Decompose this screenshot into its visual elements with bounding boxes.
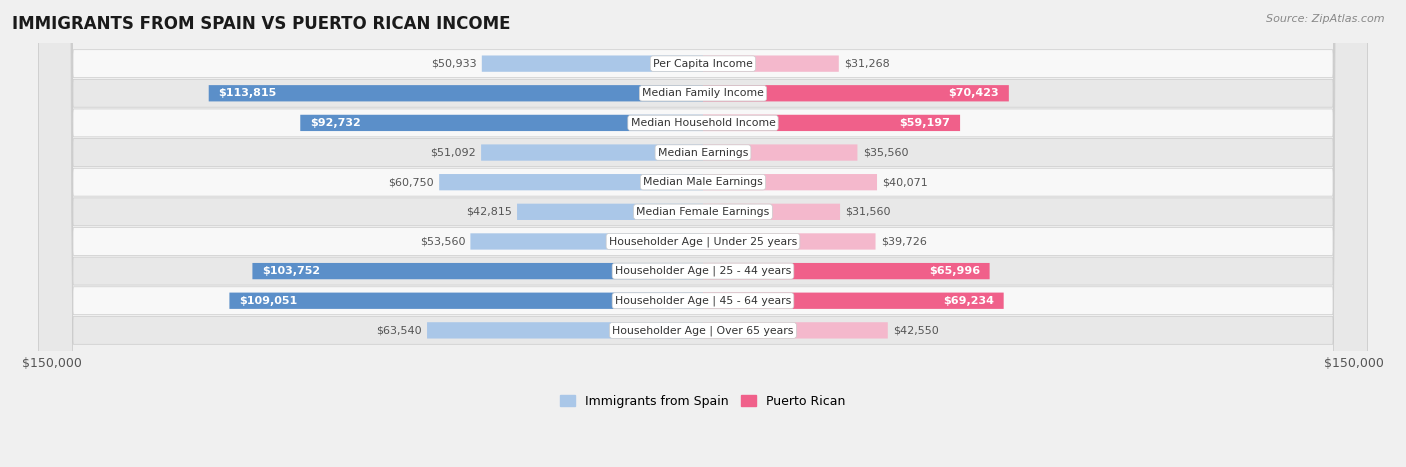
- Text: Median Female Earnings: Median Female Earnings: [637, 207, 769, 217]
- Text: Source: ZipAtlas.com: Source: ZipAtlas.com: [1267, 14, 1385, 24]
- FancyBboxPatch shape: [38, 0, 1368, 467]
- Text: IMMIGRANTS FROM SPAIN VS PUERTO RICAN INCOME: IMMIGRANTS FROM SPAIN VS PUERTO RICAN IN…: [13, 15, 510, 33]
- Text: $65,996: $65,996: [929, 266, 980, 276]
- FancyBboxPatch shape: [38, 0, 1368, 467]
- Text: $51,092: $51,092: [430, 148, 475, 157]
- Text: $35,560: $35,560: [863, 148, 908, 157]
- FancyBboxPatch shape: [703, 56, 839, 72]
- Text: Householder Age | Over 65 years: Householder Age | Over 65 years: [612, 325, 794, 336]
- Text: $69,234: $69,234: [943, 296, 994, 306]
- FancyBboxPatch shape: [703, 115, 960, 131]
- FancyBboxPatch shape: [229, 293, 703, 309]
- FancyBboxPatch shape: [703, 322, 887, 339]
- Text: $42,815: $42,815: [465, 207, 512, 217]
- FancyBboxPatch shape: [703, 263, 990, 279]
- FancyBboxPatch shape: [38, 0, 1368, 467]
- FancyBboxPatch shape: [481, 144, 703, 161]
- FancyBboxPatch shape: [427, 322, 703, 339]
- FancyBboxPatch shape: [703, 85, 1010, 101]
- Text: $103,752: $103,752: [262, 266, 321, 276]
- FancyBboxPatch shape: [38, 0, 1368, 467]
- Text: Median Male Earnings: Median Male Earnings: [643, 177, 763, 187]
- FancyBboxPatch shape: [38, 0, 1368, 467]
- Text: $60,750: $60,750: [388, 177, 434, 187]
- Text: $40,071: $40,071: [882, 177, 928, 187]
- FancyBboxPatch shape: [38, 0, 1368, 467]
- FancyBboxPatch shape: [38, 0, 1368, 467]
- Text: Per Capita Income: Per Capita Income: [652, 59, 754, 69]
- FancyBboxPatch shape: [301, 115, 703, 131]
- Text: $31,560: $31,560: [845, 207, 891, 217]
- Text: $113,815: $113,815: [218, 88, 277, 98]
- Text: $50,933: $50,933: [432, 59, 477, 69]
- Text: $109,051: $109,051: [239, 296, 298, 306]
- FancyBboxPatch shape: [703, 144, 858, 161]
- FancyBboxPatch shape: [38, 0, 1368, 467]
- FancyBboxPatch shape: [38, 0, 1368, 467]
- Text: Householder Age | Under 25 years: Householder Age | Under 25 years: [609, 236, 797, 247]
- Text: Householder Age | 25 - 44 years: Householder Age | 25 - 44 years: [614, 266, 792, 276]
- Text: $59,197: $59,197: [900, 118, 950, 128]
- FancyBboxPatch shape: [703, 174, 877, 191]
- Text: Median Earnings: Median Earnings: [658, 148, 748, 157]
- FancyBboxPatch shape: [703, 204, 839, 220]
- Text: $63,540: $63,540: [377, 325, 422, 335]
- FancyBboxPatch shape: [253, 263, 703, 279]
- Text: Median Household Income: Median Household Income: [630, 118, 776, 128]
- Text: Householder Age | 45 - 64 years: Householder Age | 45 - 64 years: [614, 296, 792, 306]
- Text: Median Family Income: Median Family Income: [643, 88, 763, 98]
- FancyBboxPatch shape: [703, 234, 876, 249]
- FancyBboxPatch shape: [38, 0, 1368, 467]
- Text: $53,560: $53,560: [419, 236, 465, 247]
- Legend: Immigrants from Spain, Puerto Rican: Immigrants from Spain, Puerto Rican: [555, 389, 851, 413]
- FancyBboxPatch shape: [482, 56, 703, 72]
- FancyBboxPatch shape: [208, 85, 703, 101]
- FancyBboxPatch shape: [703, 293, 1004, 309]
- Text: $92,732: $92,732: [311, 118, 361, 128]
- Text: $42,550: $42,550: [893, 325, 939, 335]
- FancyBboxPatch shape: [439, 174, 703, 191]
- Text: $70,423: $70,423: [949, 88, 1000, 98]
- Text: $39,726: $39,726: [880, 236, 927, 247]
- Text: $31,268: $31,268: [844, 59, 890, 69]
- FancyBboxPatch shape: [471, 234, 703, 249]
- FancyBboxPatch shape: [517, 204, 703, 220]
